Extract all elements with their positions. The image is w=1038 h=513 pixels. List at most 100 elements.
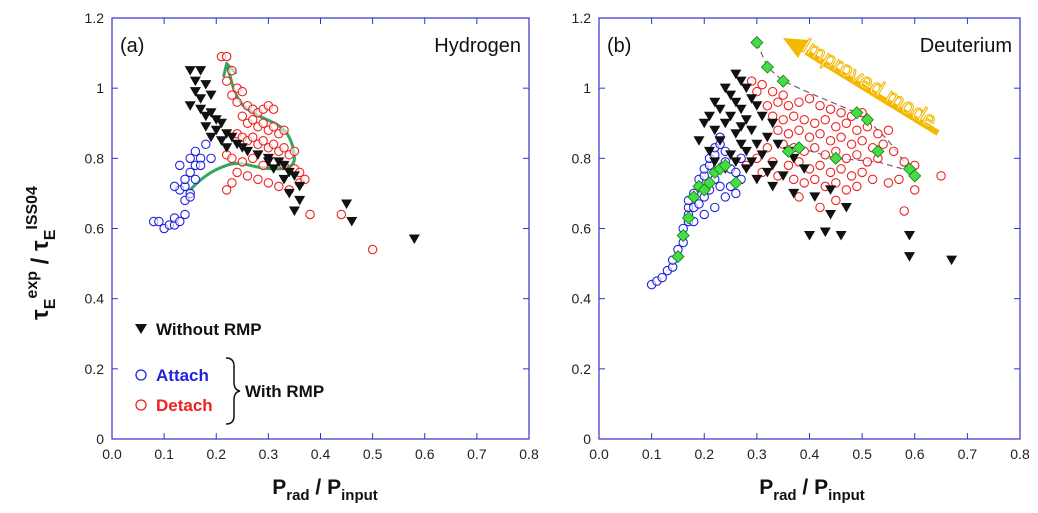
legend-brace <box>225 357 241 425</box>
detach-circle-marker <box>773 97 783 107</box>
detach-circle-marker <box>815 160 825 171</box>
diamond-marker <box>687 190 701 204</box>
trajectory-curve <box>188 62 296 192</box>
diamond-marker <box>829 151 843 165</box>
triangle-marker <box>946 255 958 266</box>
detach-circle-marker <box>857 136 867 146</box>
detach-circle-marker <box>367 244 378 255</box>
triangle-marker <box>719 83 731 94</box>
y-tick-label: 0 <box>583 431 591 447</box>
detach-circle-marker <box>227 90 237 100</box>
attach-circle-marker <box>699 209 709 220</box>
triangle-marker <box>200 80 212 90</box>
detach-circle-marker <box>767 86 778 97</box>
triangle-marker <box>221 129 233 139</box>
diamond-marker <box>860 113 874 127</box>
detach-circle-marker <box>247 132 258 143</box>
triangle-marker <box>184 101 196 111</box>
detach-circle-marker <box>936 171 946 181</box>
triangle-marker <box>221 143 233 153</box>
x-tick-label: 0.3 <box>747 446 767 462</box>
triangle-marker <box>294 195 306 206</box>
triangle-marker <box>189 76 201 87</box>
diamond-marker <box>781 144 796 158</box>
triangle-marker <box>903 231 915 241</box>
x-tick-label: 0.5 <box>363 446 383 462</box>
triangle-marker <box>288 171 300 181</box>
detach-circle-marker <box>841 153 852 164</box>
tick-group: 0.0 0.1 0.2 0.3 0.4 0.5 0.6 0.7 0.8 0 0.2 0.4 0.6 0.8… <box>85 10 539 462</box>
triangle-marker <box>730 69 742 80</box>
triangle-marker <box>288 206 300 216</box>
diamond-marker <box>908 169 922 183</box>
triangle-marker <box>735 139 747 150</box>
detach-circle-marker <box>862 157 873 167</box>
detach-circle-marker <box>268 122 279 132</box>
x-tick-label: 0.2 <box>207 446 227 462</box>
triangle-marker <box>693 136 705 146</box>
triangle-marker <box>772 139 784 150</box>
detach-circle-marker <box>263 178 274 188</box>
detach-circle-marker <box>836 164 846 174</box>
panel-label: (a) <box>120 35 144 57</box>
triangle-marker <box>189 87 201 97</box>
triangle-marker <box>804 231 815 241</box>
triangle-marker <box>278 174 290 185</box>
attach-circle-marker <box>731 167 741 178</box>
y-axis-title: τEexp / τEISS04 <box>24 186 59 320</box>
tick-group: 0.0 0.1 0.2 0.3 0.4 0.5 0.6 0.7 0.8 0 0.2 0.4 0.6 0.8… <box>572 10 1030 462</box>
x-tick-label: 0.7 <box>467 446 487 462</box>
x-tick-label: 0.4 <box>311 446 331 462</box>
detach-circle-marker <box>227 178 237 188</box>
detach-circle-marker <box>762 143 773 153</box>
detach-circle-marker <box>836 107 846 118</box>
triangle-marker <box>195 66 207 76</box>
attach-circle-marker <box>190 146 201 157</box>
detach-circle-marker <box>899 157 909 167</box>
attach-circle-marker <box>185 192 195 202</box>
detach-circle-marker <box>762 100 773 111</box>
detach-circle-marker <box>883 125 894 136</box>
attach-circle-marker <box>154 216 164 227</box>
triangle-marker <box>215 136 227 146</box>
attach-circle-marker <box>657 272 667 283</box>
triangle-marker <box>735 76 747 87</box>
triangle-marker <box>236 143 248 153</box>
triangle-marker <box>788 153 800 164</box>
detach-circle-marker <box>852 150 862 160</box>
triangle-marker <box>751 174 763 185</box>
detach-circle-marker <box>237 86 248 97</box>
detach-circle-marker <box>221 51 232 62</box>
x-tick-label: 0.2 <box>695 446 715 462</box>
detach-circle-marker <box>232 97 242 107</box>
triangle-marker <box>777 171 789 181</box>
detach-circle-marker <box>794 125 804 136</box>
diamond-marker <box>760 60 774 74</box>
triangle-marker <box>825 185 837 195</box>
diamond-marker <box>776 74 790 88</box>
detach-circle-marker <box>305 209 315 220</box>
detach-circle-marker <box>237 157 248 167</box>
triangle-marker <box>195 104 207 115</box>
detach-circle-marker <box>336 209 347 220</box>
triangle-marker <box>798 164 810 174</box>
legend-attach: Attach <box>156 366 209 385</box>
diamond-marker <box>729 176 743 190</box>
detach-circle-marker <box>873 129 883 139</box>
triangle-marker <box>825 209 837 220</box>
detach-circle-marker <box>831 122 841 132</box>
attach-circle-marker <box>180 209 190 220</box>
detach-circle-marker <box>783 160 794 171</box>
legend-attach-marker <box>135 369 147 381</box>
triangle-marker <box>809 192 821 202</box>
triangle-marker <box>262 157 274 167</box>
y-tick-label: 1.2 <box>85 10 105 26</box>
triangle-marker <box>709 125 721 136</box>
triangle-marker <box>740 164 752 174</box>
detach-circle-marker <box>247 153 258 164</box>
triangle-marker <box>226 132 238 143</box>
detach-circle-marker <box>778 114 788 125</box>
detach-circle-marker <box>841 118 852 129</box>
detach-circle-marker <box>258 118 268 129</box>
triangle-marker <box>294 181 306 192</box>
